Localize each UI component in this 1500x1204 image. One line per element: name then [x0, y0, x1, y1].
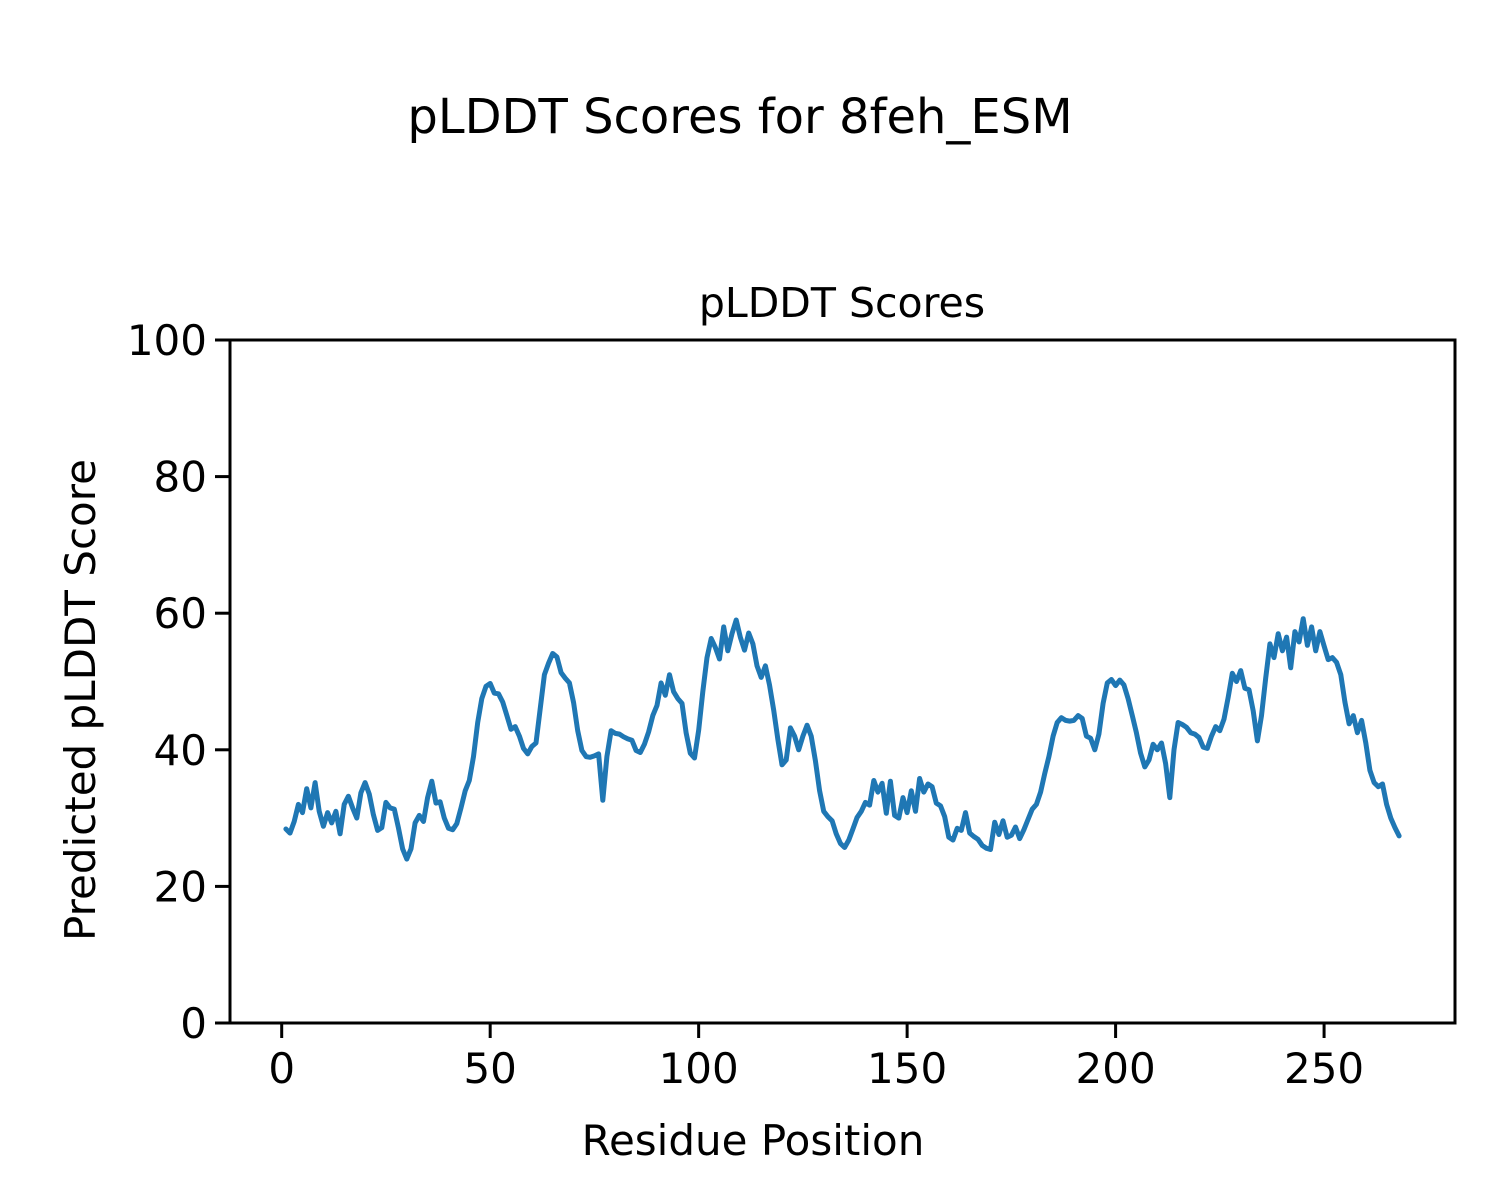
x-axis-ticks: 0 50 100 150 200 250	[268, 1023, 1364, 1093]
y-tick-label: 0	[180, 999, 207, 1048]
series-pLDDT	[283, 616, 1402, 862]
y-tick-label: 100	[127, 316, 207, 365]
x-tick-label: 200	[1076, 1044, 1156, 1093]
y-tick-label: 60	[154, 589, 207, 638]
y-axis-label: Predicted pLDDT Score	[56, 459, 105, 941]
axes-title: pLDDT Scores	[699, 279, 985, 327]
y-tick-label: 20	[154, 862, 207, 911]
y-tick-label: 80	[154, 453, 207, 502]
figure-suptitle: pLDDT Scores for 8feh_ESM	[407, 89, 1072, 145]
x-tick-label: 100	[659, 1044, 739, 1093]
y-axis-ticks: 0 20 40 60 80 100	[127, 316, 230, 1048]
x-tick-label: 150	[867, 1044, 947, 1093]
y-tick-label: 40	[154, 726, 207, 775]
x-axis-label: Residue Position	[582, 1116, 925, 1165]
plddt-score-line	[283, 616, 1402, 862]
x-tick-label: 250	[1284, 1044, 1364, 1093]
x-tick-label: 0	[268, 1044, 295, 1093]
x-tick-label: 50	[463, 1044, 516, 1093]
plot-frame	[228, 338, 1457, 1025]
axes-spines	[228, 338, 1457, 1025]
